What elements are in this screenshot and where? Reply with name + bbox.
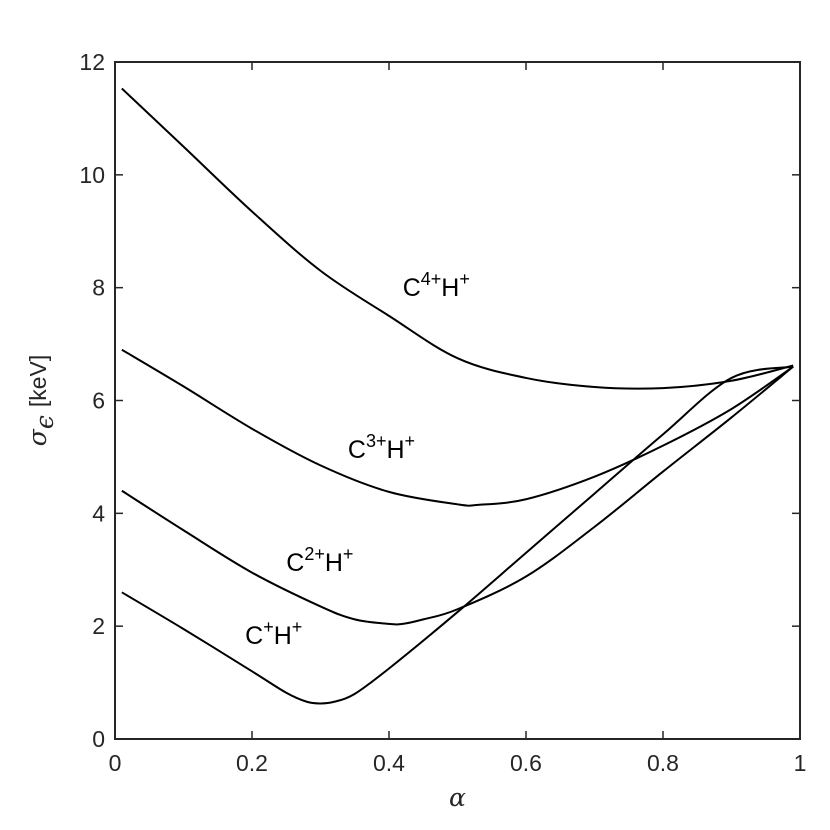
x-tick-label: 0 xyxy=(109,750,122,776)
y-axis-unit: [keV] xyxy=(25,355,51,407)
series-label-base: C xyxy=(245,622,263,650)
label-layer: C4+H+C3+H+C2+H+C+H+ xyxy=(245,269,470,650)
series-layer xyxy=(121,87,794,705)
x-tick-label: 0.2 xyxy=(236,750,268,776)
series-label-base: C xyxy=(403,274,421,302)
series-label-sup: + xyxy=(405,431,416,451)
series-line-0 xyxy=(121,87,794,390)
x-axis-title: α xyxy=(449,783,466,812)
series-label-base: C xyxy=(348,436,366,464)
series-line-2 xyxy=(121,365,794,626)
x-tick-label: 0.8 xyxy=(647,750,679,776)
y-axis-subscript: ϵ xyxy=(30,415,59,429)
y-axis-symbol: σ xyxy=(23,428,52,446)
plot-frame xyxy=(114,61,801,740)
series-label-mid: H xyxy=(274,622,292,650)
y-tick-label: 2 xyxy=(92,613,105,639)
x-tick-label: 0.4 xyxy=(373,750,405,776)
y-tick-label: 12 xyxy=(79,49,105,75)
series-label-sup: 3+ xyxy=(366,431,387,451)
series-label-sup: + xyxy=(292,617,303,637)
series-line-1 xyxy=(121,348,794,507)
y-axis-title: σϵ [keV] xyxy=(23,355,59,447)
series-label-mid: H xyxy=(325,549,343,577)
y-tick-label: 0 xyxy=(92,726,105,752)
series-label-sup: + xyxy=(343,544,354,564)
y-tick-label: 10 xyxy=(79,162,105,188)
series-line-3 xyxy=(121,365,794,705)
x-tick-label: 1 xyxy=(794,750,807,776)
y-tick-label: 4 xyxy=(92,500,105,526)
series-label-2: C2+H+ xyxy=(286,544,353,577)
series-label-mid: H xyxy=(441,274,459,302)
series-label-sup: + xyxy=(263,617,274,637)
series-label-mid: H xyxy=(386,436,404,464)
series-label-0: C4+H+ xyxy=(403,269,470,302)
series-label-1: C3+H+ xyxy=(348,431,415,464)
series-label-sup: 4+ xyxy=(421,269,442,289)
y-tick-label: 8 xyxy=(92,275,105,301)
series-label-sup: 2+ xyxy=(304,544,325,564)
x-tick-label: 0.6 xyxy=(510,750,542,776)
series-label-base: C xyxy=(286,549,304,577)
y-tick-label: 6 xyxy=(92,388,105,414)
series-label-sup: + xyxy=(459,269,470,289)
series-label-3: C+H+ xyxy=(245,617,302,650)
